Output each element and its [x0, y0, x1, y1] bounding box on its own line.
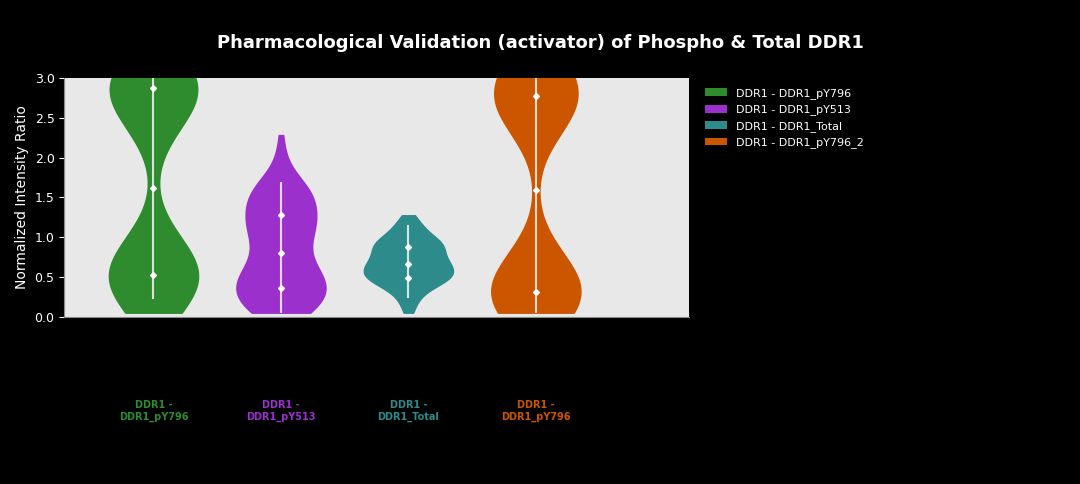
Text: Pharmacological Validation (activator) of Phospho & Total DDR1: Pharmacological Validation (activator) o…: [217, 34, 863, 52]
Legend: DDR1 - DDR1_pY796, DDR1 - DDR1_pY513, DDR1 - DDR1_Total, DDR1 - DDR1_pY796_2: DDR1 - DDR1_pY796, DDR1 - DDR1_pY513, DD…: [701, 84, 868, 153]
Text: DDR1 -
DDR1_pY796: DDR1 - DDR1_pY796: [501, 400, 570, 422]
Text: DDR1 -
DDR1_pY513: DDR1 - DDR1_pY513: [246, 400, 315, 422]
Y-axis label: Normalized Intensity Ratio: Normalized Intensity Ratio: [15, 106, 29, 289]
Text: DDR1 -
DDR1_Total: DDR1 - DDR1_Total: [378, 400, 440, 422]
Text: DDR1 -
DDR1_pY796: DDR1 - DDR1_pY796: [119, 400, 188, 422]
